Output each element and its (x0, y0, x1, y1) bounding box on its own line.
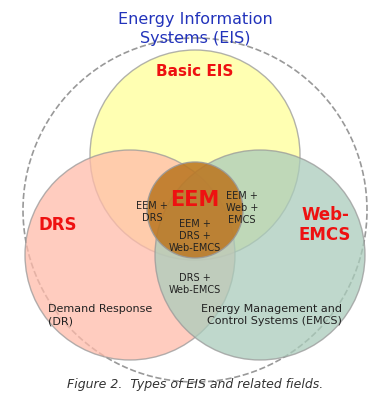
Text: Energy Information
Systems (EIS): Energy Information Systems (EIS) (118, 12, 273, 46)
Text: EEM +
DRS +
Web-EMCS: EEM + DRS + Web-EMCS (169, 219, 221, 254)
Text: Figure 2.  Types of EIS and related fields.: Figure 2. Types of EIS and related field… (67, 378, 323, 391)
Text: Basic EIS: Basic EIS (156, 64, 234, 79)
Text: Demand Response
(DR): Demand Response (DR) (48, 304, 152, 326)
Text: EEM +
Web +
EMCS: EEM + Web + EMCS (226, 190, 258, 225)
Text: DRS +
Web-EMCS: DRS + Web-EMCS (169, 273, 221, 295)
Circle shape (90, 50, 300, 260)
Text: EEM +
DRS: EEM + DRS (136, 201, 168, 223)
Text: Web-
EMCS: Web- EMCS (299, 206, 351, 244)
Text: EEM: EEM (170, 190, 220, 210)
Text: DRS: DRS (39, 216, 77, 234)
Circle shape (147, 162, 243, 258)
Circle shape (25, 150, 235, 360)
Circle shape (155, 150, 365, 360)
Text: Energy Management and
Control Systems (EMCS): Energy Management and Control Systems (E… (201, 304, 342, 326)
